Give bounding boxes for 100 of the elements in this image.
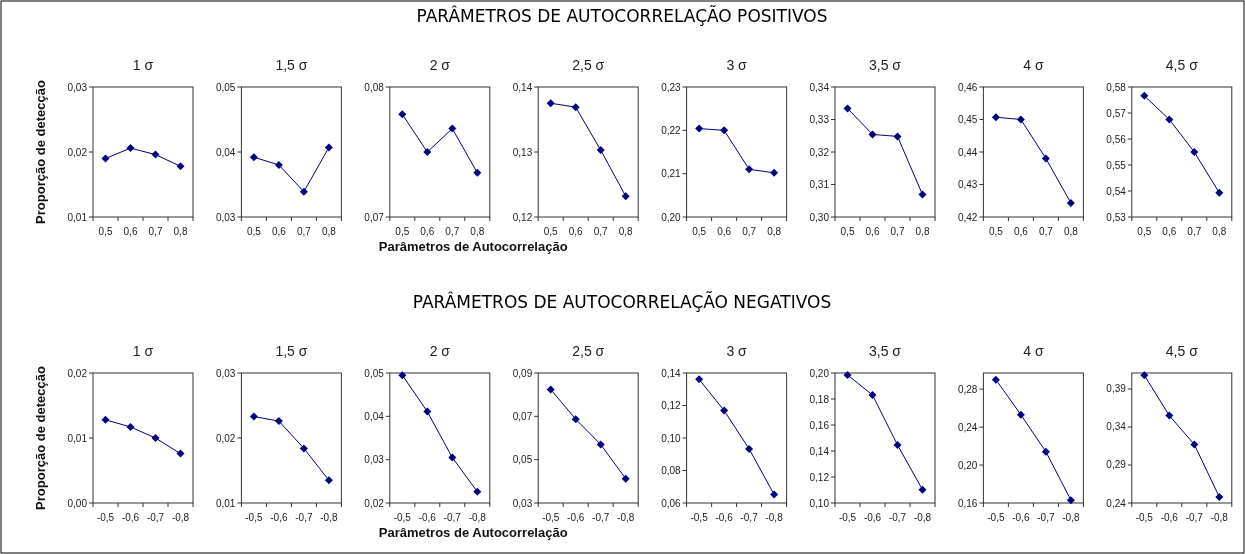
x-tick-label: -0,7 [1185, 512, 1204, 523]
y-tick-label: 0,46 [957, 81, 978, 93]
point [918, 190, 927, 199]
point [1066, 496, 1075, 505]
x-tick-label: -0,5 [690, 512, 709, 523]
y-tick-label: 0,55 [1106, 159, 1127, 171]
x-tick-label: -0,8 [320, 512, 338, 523]
point [1041, 447, 1050, 456]
point [274, 161, 283, 169]
x-tick-label: -0,8 [913, 512, 932, 523]
chart-title: 3,5 σ [869, 343, 902, 359]
y-axis-title: Proporção de detecção [33, 366, 48, 510]
x-tick-label: 0,6 [123, 226, 138, 237]
y-tick-label: 0,42 [957, 211, 978, 223]
chart-title: 2 σ [429, 57, 451, 73]
point [423, 148, 432, 156]
y-tick-label: 0,03 [215, 367, 236, 379]
point [1016, 410, 1025, 419]
x-tick-label: 0,8 [767, 226, 782, 237]
y-tick-label: 0,33 [809, 114, 830, 125]
text: PARÂMETROS DE AUTOCORRELAÇÃO NEGATIVOS [412, 291, 832, 312]
x-tick-label: 0,7 [742, 226, 757, 237]
y-tick-label: 0,09 [512, 367, 533, 379]
point [843, 370, 852, 379]
point [720, 406, 729, 415]
y-tick-label: 0,58 [1106, 81, 1127, 93]
point [126, 422, 135, 431]
y-tick-label: 0,32 [809, 146, 830, 158]
point [324, 143, 333, 152]
point [151, 150, 160, 159]
point [893, 132, 902, 141]
x-tick-label: -0,5 [838, 512, 857, 523]
point [274, 417, 283, 426]
y-tick-label: 0,02 [67, 367, 88, 379]
point [1190, 440, 1199, 449]
y-tick-label: 0,23 [661, 81, 682, 93]
x-tick-label: 0,5 [1137, 226, 1152, 237]
point [868, 130, 877, 139]
point [101, 415, 110, 424]
x-tick-label: 0,5 [840, 226, 855, 237]
y-axis-title: Proporção de detecção [33, 80, 48, 224]
y-tick-label: 0,43 [957, 179, 978, 190]
point [176, 162, 185, 171]
x-tick-label: 0,5 [543, 226, 559, 237]
point [1016, 115, 1025, 124]
point [1165, 411, 1174, 420]
x-tick-label: 0,7 [148, 226, 163, 237]
x-tick-label: -0,5 [542, 512, 560, 523]
x-tick-label: -0,8 [765, 512, 784, 523]
point [1165, 115, 1174, 124]
y-tick-label: 0,02 [67, 146, 88, 158]
y-tick-label: 0,14 [661, 367, 682, 379]
y-tick-label: 0,08 [364, 81, 385, 93]
y-tick-label: 0,03 [512, 497, 533, 509]
chart-title: 4 σ [1023, 343, 1044, 359]
point [398, 371, 407, 380]
y-tick-label: 0,20 [957, 459, 978, 471]
point [473, 487, 482, 496]
x-tick-label: 0,6 [865, 226, 880, 237]
point [843, 104, 852, 113]
y-tick-label: 0,01 [215, 497, 236, 509]
point [546, 99, 555, 108]
x-tick-label: 0,8 [321, 226, 337, 237]
point [720, 126, 729, 135]
point [621, 474, 630, 483]
point [893, 441, 902, 450]
point [868, 390, 877, 399]
y-tick-label: 0,12 [661, 400, 682, 411]
point [1140, 371, 1149, 380]
y-tick-label: 0,28 [957, 383, 978, 395]
point [745, 165, 754, 174]
point [249, 153, 258, 162]
x-tick-label: 0,7 [1187, 226, 1202, 237]
point [299, 444, 308, 453]
point [176, 449, 185, 458]
chart-title: 4 σ [1023, 57, 1044, 73]
x-tick-label: -0,7 [443, 512, 462, 523]
y-tick-label: 0,01 [67, 211, 88, 223]
point [448, 124, 457, 133]
x-tick-label: -0,8 [468, 512, 487, 523]
y-tick-label: 0,12 [809, 471, 830, 483]
point [695, 124, 704, 133]
y-tick-label: 0,07 [364, 211, 385, 223]
point [324, 476, 333, 485]
x-axis-title: Parâmetros de Autocorrelação [378, 239, 568, 254]
x-tick-label: -0,6 [715, 512, 734, 523]
chart-title: 1 σ [132, 57, 154, 73]
chart-title: 1 σ [132, 343, 154, 359]
y-tick-label: 0,05 [215, 81, 236, 93]
y-tick-label: 0,03 [364, 454, 385, 466]
y-tick-label: 0,53 [1106, 211, 1127, 223]
chart-title: 4,5 σ [1165, 343, 1199, 359]
y-tick-label: 0,34 [809, 81, 830, 93]
y-tick-label: 0,54 [1106, 185, 1127, 197]
y-tick-label: 0,10 [661, 432, 682, 444]
point [1066, 199, 1075, 208]
x-tick-label: 0,5 [692, 226, 707, 237]
y-tick-label: 0,45 [957, 114, 978, 125]
y-tick-label: 0,20 [809, 367, 830, 379]
chart-title: 3,5 σ [869, 57, 902, 73]
